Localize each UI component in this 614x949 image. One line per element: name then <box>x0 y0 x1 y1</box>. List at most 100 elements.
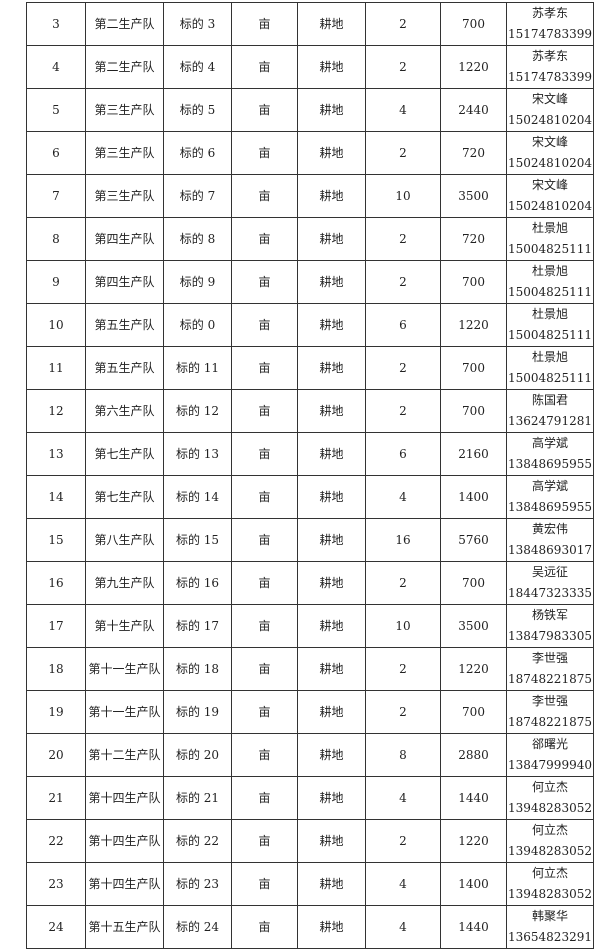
contact-name: 高学斌 <box>531 436 568 450</box>
table-row: 8 第四生产队 标的 8 亩耕地 2 720 杜景旭 15004825111 <box>26 217 594 261</box>
price-cell: 1220 <box>440 303 507 347</box>
land-type-cell: 耕地 <box>297 733 366 777</box>
land-type-cell: 耕地 <box>297 604 366 648</box>
lot-label-cell: 标的 8 <box>163 217 232 261</box>
row-number-cell: 15 <box>26 518 86 562</box>
land-type-cell: 耕地 <box>297 561 366 605</box>
contact-name: 苏孝东 <box>531 49 568 63</box>
price-cell: 700 <box>440 389 507 433</box>
row-number-cell: 23 <box>26 862 86 906</box>
land-type-cell: 耕地 <box>297 2 366 46</box>
lot-label-cell: 标的 7 <box>163 174 232 218</box>
price-cell: 1440 <box>440 905 507 949</box>
unit-cell: 亩 <box>231 432 298 476</box>
contact-phone: 18748221875 <box>508 672 592 686</box>
production-team-cell: 第八生产队 <box>85 518 164 562</box>
area-cell: 2 <box>365 217 441 261</box>
contact-name: 宋文峰 <box>531 178 568 192</box>
contact-cell: 杨铁军 13847983305 <box>506 604 594 648</box>
contact-name: 杜景旭 <box>531 350 568 364</box>
row-number-cell: 7 <box>26 174 86 218</box>
price-cell: 700 <box>440 2 507 46</box>
unit-cell: 亩 <box>231 733 298 777</box>
contact-cell: 杜景旭 15004825111 <box>506 346 594 390</box>
unit-cell: 亩 <box>231 776 298 820</box>
area-cell: 2 <box>365 561 441 605</box>
contact-phone: 15024810204 <box>508 156 592 170</box>
contact-cell: 杜景旭 15004825111 <box>506 303 594 347</box>
unit-cell: 亩 <box>231 647 298 691</box>
row-number-cell: 9 <box>26 260 86 304</box>
area-cell: 10 <box>365 174 441 218</box>
row-number-cell: 13 <box>26 432 86 476</box>
table-row: 14 第七生产队 标的 14 亩耕地 4 1400 高学斌 13848695955 <box>26 475 594 519</box>
table-row: 17 第十生产队 标的 17 亩耕地 10 3500 杨铁军 13847983305 <box>26 604 594 648</box>
contact-phone: 15174783399 <box>508 27 592 41</box>
area-cell: 2 <box>365 131 441 175</box>
row-number-cell: 14 <box>26 475 86 519</box>
contact-name: 高学斌 <box>531 479 568 493</box>
area-cell: 2 <box>365 690 441 734</box>
area-cell: 6 <box>365 432 441 476</box>
area-cell: 2 <box>365 2 441 46</box>
contact-phone: 13847999940 <box>508 758 592 772</box>
contact-cell: 高学斌 13848695955 <box>506 432 594 476</box>
contact-cell: 何立杰 13948283052 <box>506 776 594 820</box>
table-row: 7 第三生产队 标的 7 亩耕地 10 3500 宋文峰 15024810204 <box>26 174 594 218</box>
contact-name: 何立杰 <box>531 866 568 880</box>
row-number-cell: 4 <box>26 45 86 89</box>
area-cell: 4 <box>365 88 441 132</box>
table-row: 11 第五生产队 标的 11 亩耕地 2 700 杜景旭 15004825111 <box>26 346 594 390</box>
price-cell: 2880 <box>440 733 507 777</box>
contact-phone: 13948283052 <box>508 801 592 815</box>
contact-cell: 苏孝东 15174783399 <box>506 45 594 89</box>
area-cell: 2 <box>365 819 441 863</box>
lot-label-cell: 标的 13 <box>163 432 232 476</box>
contact-cell: 李世强 18748221875 <box>506 690 594 734</box>
row-number-cell: 21 <box>26 776 86 820</box>
unit-cell: 亩 <box>231 518 298 562</box>
unit-cell: 亩 <box>231 561 298 605</box>
production-team-cell: 第十生产队 <box>85 604 164 648</box>
table-row: 5 第三生产队 标的 5 亩耕地 4 2440 宋文峰 15024810204 <box>26 88 594 132</box>
area-cell: 8 <box>365 733 441 777</box>
contact-cell: 宋文峰 15024810204 <box>506 131 594 175</box>
area-cell: 2 <box>365 45 441 89</box>
production-team-cell: 第二生产队 <box>85 45 164 89</box>
lot-label-cell: 标的 18 <box>163 647 232 691</box>
row-number-cell: 5 <box>26 88 86 132</box>
contact-name: 杜景旭 <box>531 307 568 321</box>
unit-cell: 亩 <box>231 174 298 218</box>
lot-label-cell: 标的 14 <box>163 475 232 519</box>
table-row: 15 第八生产队 标的 15 亩耕地 16 5760 黄宏伟 13848693017 <box>26 518 594 562</box>
production-team-cell: 第三生产队 <box>85 131 164 175</box>
land-type-cell: 耕地 <box>297 690 366 734</box>
production-team-cell: 第四生产队 <box>85 217 164 261</box>
price-cell: 1400 <box>440 862 507 906</box>
contact-cell: 郤曙光 13847999940 <box>506 733 594 777</box>
contact-cell: 杜景旭 15004825111 <box>506 260 594 304</box>
area-cell: 2 <box>365 389 441 433</box>
lot-label-cell: 标的 20 <box>163 733 232 777</box>
price-cell: 2160 <box>440 432 507 476</box>
contact-cell: 陈国君 13624791281 <box>506 389 594 433</box>
price-cell: 720 <box>440 131 507 175</box>
table-row: 6 第三生产队 标的 6 亩耕地 2 720 宋文峰 15024810204 <box>26 131 594 175</box>
price-cell: 2440 <box>440 88 507 132</box>
contact-name: 苏孝东 <box>531 6 568 20</box>
contact-name: 李世强 <box>531 694 568 708</box>
contact-name: 郤曙光 <box>531 737 568 751</box>
table-row: 10 第五生产队 标的 0 亩耕地 6 1220 杜景旭 15004825111 <box>26 303 594 347</box>
unit-cell: 亩 <box>231 217 298 261</box>
lot-label-cell: 标的 23 <box>163 862 232 906</box>
contact-phone: 13948283052 <box>508 844 592 858</box>
table-row: 4 第二生产队 标的 4 亩耕地 2 1220 苏孝东 15174783399 <box>26 45 594 89</box>
contact-cell: 何立杰 13948283052 <box>506 862 594 906</box>
price-cell: 5760 <box>440 518 507 562</box>
row-number-cell: 16 <box>26 561 86 605</box>
price-cell: 1400 <box>440 475 507 519</box>
contact-name: 宋文峰 <box>531 135 568 149</box>
unit-cell: 亩 <box>231 346 298 390</box>
production-team-cell: 第十四生产队 <box>85 776 164 820</box>
production-team-cell: 第十一生产队 <box>85 690 164 734</box>
